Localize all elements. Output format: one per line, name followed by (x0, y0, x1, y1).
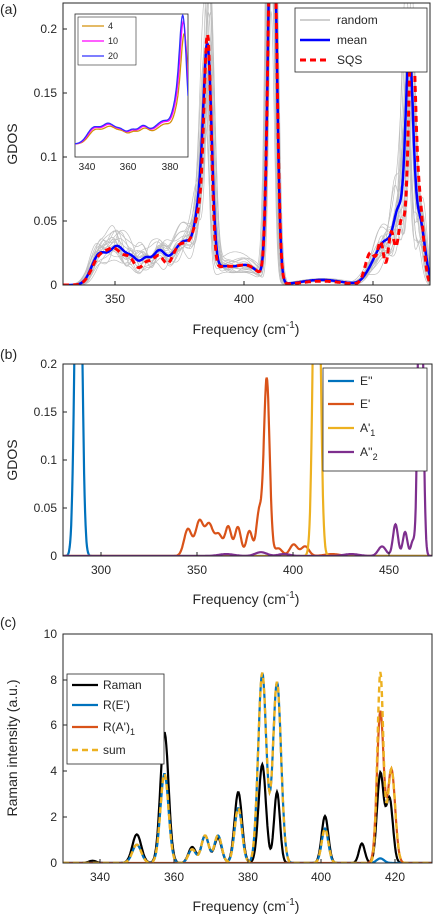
y-tick-label: 0.05 (34, 214, 58, 228)
series-line-mean (63, 3, 430, 285)
legend-label-random: random (337, 13, 378, 27)
y-tick-label: 10 (44, 627, 58, 641)
panel-a-axes-box (62, 2, 431, 286)
x-axis-label-a: Frequency (cm-1) (193, 320, 300, 337)
panel-b: (b) 0 0.05 0.1 0.15 0.2 300 350 400 (0, 346, 433, 607)
x-tick-label: 400 (234, 292, 254, 306)
panel-c-y-ticks: 0 2 4 6 8 10 (44, 627, 67, 870)
panel-a-y-ticks: 0 0.05 0.1 0.15 0.2 (34, 22, 67, 292)
panel-b-y-ticks: 0 0.05 0.1 0.15 0.2 (34, 357, 67, 563)
series-line-random (63, 3, 430, 285)
legend-box (322, 367, 428, 472)
legend-label-a1-prime: A'1 (360, 421, 375, 438)
inset-x-tick-label: 360 (120, 162, 137, 173)
inset-x-tick-label: 340 (79, 162, 96, 173)
y-tick-label: 0.15 (34, 405, 58, 419)
inset-series-line-4 (75, 32, 188, 145)
legend-label-r-e-prime: R(E') (103, 698, 130, 712)
panel-a: (a) 0 0.05 0.1 0.15 0.2 350 400 450 (0, 1, 431, 337)
series-line-e-prime (63, 377, 432, 556)
inset-series-line-10 (75, 20, 188, 145)
inset-series-line-20 (75, 14, 188, 145)
panel-label-b: (b) (0, 346, 17, 362)
inset-legend-label: 10 (108, 36, 118, 46)
x-tick-label: 450 (363, 292, 383, 306)
y-tick-label: 0.2 (40, 357, 57, 371)
x-tick-label: 360 (164, 870, 184, 884)
panel-c: (c) 0 2 4 6 8 10 340 360 380 (0, 614, 433, 914)
x-axis-label-b: Frequency (cm-1) (193, 590, 300, 607)
panel-b-x-ticks: 300 350 400 450 (91, 552, 399, 577)
y-axis-label-a: GDOS (4, 123, 20, 164)
legend-label-e-double-prime: E'' (360, 374, 373, 388)
legend-label-sum: sum (103, 743, 126, 757)
y-tick-label: 0 (50, 856, 57, 870)
y-tick-label: 0.05 (34, 501, 58, 515)
series-line-sqs (63, 3, 430, 285)
x-axis-label-c: Frequency (cm-1) (193, 897, 300, 914)
x-tick-label: 300 (91, 563, 111, 577)
y-axis-label-b: GDOS (4, 439, 20, 480)
y-tick-label: 6 (50, 718, 57, 732)
legend-c: Raman R(E') R(A')1 sum (66, 673, 165, 765)
legend-a: random mean SQS (294, 7, 428, 73)
panel-label-a: (a) (0, 1, 17, 17)
y-tick-label: 0.15 (34, 86, 58, 100)
y-tick-label: 2 (50, 810, 57, 824)
x-tick-label: 420 (385, 870, 405, 884)
x-tick-label: 350 (187, 563, 207, 577)
legend-label-raman: Raman (103, 678, 142, 692)
y-tick-label: 0 (50, 278, 57, 292)
x-tick-label: 400 (311, 870, 331, 884)
x-tick-label: 380 (238, 870, 258, 884)
panel-label-c: (c) (0, 614, 16, 630)
inset-legend-label: 20 (108, 51, 118, 61)
inset-legend: 4 10 20 (77, 16, 137, 66)
y-axis-label-c: Raman intensity (a.u.) (4, 680, 20, 817)
x-tick-label: 450 (379, 563, 399, 577)
y-tick-label: 0.2 (40, 22, 57, 36)
legend-label-a2-double-prime: A''2 (360, 445, 378, 462)
panel-a-x-ticks: 350 400 450 (105, 281, 383, 306)
legend-label-r-a1-prime: R(A')1 (103, 720, 135, 737)
y-tick-label: 0.1 (40, 453, 57, 467)
panel-c-x-ticks: 340 360 380 400 420 (90, 859, 405, 884)
y-tick-label: 0.1 (40, 150, 57, 164)
inset-chart: 4 10 20 340 360 380 (74, 13, 189, 173)
y-tick-label: 0 (50, 549, 57, 563)
legend-label-sqs: SQS (337, 53, 362, 67)
x-tick-label: 350 (105, 292, 125, 306)
series-line-random (63, 3, 430, 285)
inset-legend-label: 4 (108, 21, 113, 31)
legend-label-mean: mean (337, 33, 367, 47)
legend-b: E'' E' A'1 A''2 (322, 367, 428, 472)
x-tick-label: 400 (283, 563, 303, 577)
y-tick-label: 8 (50, 673, 57, 687)
x-tick-label: 340 (90, 870, 110, 884)
inset-x-tick-label: 380 (162, 162, 179, 173)
y-tick-label: 4 (50, 764, 57, 778)
legend-label-e-prime: E' (360, 397, 370, 411)
